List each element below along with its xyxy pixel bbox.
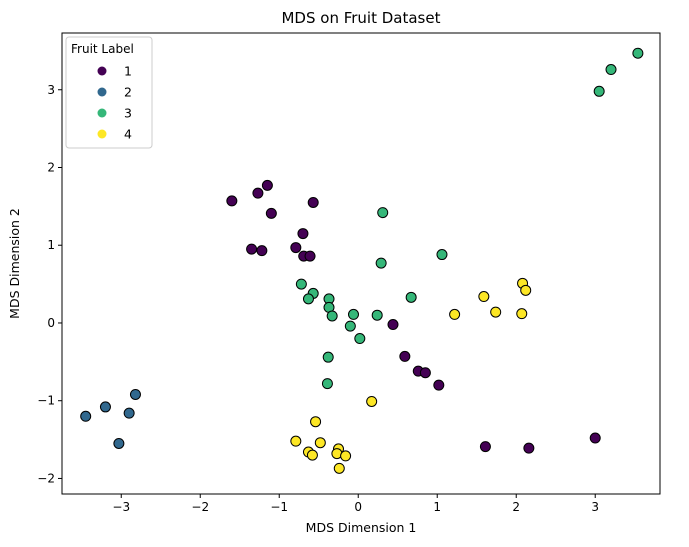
data-point-label-2 — [113, 437, 125, 449]
y-tick-label: −2 — [37, 471, 55, 485]
data-point-label-3 — [377, 207, 389, 219]
data-point-label-4 — [310, 416, 322, 428]
y-tick-label: −1 — [37, 394, 55, 408]
data-point-label-3 — [354, 333, 366, 345]
data-point-label-2 — [129, 388, 141, 400]
data-point-label-1 — [265, 207, 277, 219]
data-point-label-1 — [226, 195, 238, 207]
data-point-label-1 — [399, 350, 411, 362]
data-point-label-1 — [256, 245, 268, 257]
data-point-label-3 — [605, 64, 617, 76]
x-tick-label: 1 — [433, 500, 441, 514]
data-point-label-4 — [306, 449, 318, 461]
data-point-label-3 — [371, 309, 383, 321]
data-point-label-1 — [589, 432, 601, 444]
data-point-label-1 — [387, 319, 399, 331]
y-tick-label: 3 — [47, 83, 55, 97]
data-point-label-1 — [523, 442, 535, 454]
data-point-label-1 — [304, 250, 316, 262]
data-point-label-4 — [314, 437, 326, 449]
legend-marker — [97, 66, 107, 76]
data-point-label-3 — [326, 310, 338, 322]
y-tick-label: 0 — [47, 316, 55, 330]
data-point-label-3 — [632, 47, 644, 59]
data-point-label-3 — [302, 293, 314, 305]
data-point-label-3 — [344, 320, 356, 332]
legend-label: 1 — [124, 64, 132, 79]
legend-marker — [97, 87, 107, 97]
data-point-label-1 — [433, 379, 445, 391]
data-point-label-3 — [321, 378, 333, 390]
data-point-label-2 — [99, 401, 111, 413]
data-point-label-3 — [593, 85, 605, 97]
x-tick-label: 0 — [354, 500, 362, 514]
legend-label: 2 — [124, 85, 132, 100]
chart-title: MDS on Fruit Dataset — [281, 9, 440, 27]
data-point-label-2 — [123, 407, 135, 419]
data-point-label-4 — [340, 450, 352, 462]
y-tick-label: 2 — [47, 160, 55, 174]
x-tick-label: 2 — [512, 500, 520, 514]
legend-title: Fruit Label — [71, 42, 134, 56]
y-tick-label: 1 — [47, 238, 55, 252]
data-point-label-1 — [246, 243, 258, 255]
x-axis-label: MDS Dimension 1 — [306, 520, 417, 535]
data-point-label-3 — [295, 278, 307, 290]
data-point-label-1 — [252, 187, 264, 199]
x-tick-label: −3 — [112, 500, 130, 514]
data-point-label-4 — [516, 308, 528, 320]
data-point-label-4 — [366, 395, 378, 407]
data-point-label-3 — [405, 291, 417, 303]
data-point-label-1 — [297, 228, 309, 240]
data-point-label-2 — [80, 410, 92, 422]
legend-marker — [97, 108, 107, 118]
x-tick-label: 3 — [591, 500, 599, 514]
data-point-label-3 — [322, 351, 334, 363]
data-point-label-4 — [520, 284, 532, 296]
data-point-label-3 — [347, 308, 359, 320]
data-point-label-4 — [333, 462, 345, 474]
x-tick-label: −2 — [191, 500, 209, 514]
data-point-label-4 — [478, 291, 490, 303]
data-point-label-4 — [490, 306, 502, 318]
data-point-label-4 — [449, 308, 461, 320]
data-point-label-1 — [290, 242, 302, 254]
data-point-label-3 — [436, 249, 448, 261]
legend-label: 4 — [124, 127, 132, 142]
legend-label: 3 — [124, 106, 132, 121]
data-point-label-3 — [375, 257, 387, 269]
legend-box — [65, 36, 153, 149]
legend: Fruit Label 1 2 3 4 — [65, 36, 153, 149]
data-point-label-1 — [479, 441, 491, 453]
y-axis-label: MDS Dimension 2 — [7, 208, 22, 319]
x-tick-label: −1 — [270, 500, 288, 514]
legend-marker — [97, 129, 107, 139]
data-point-label-1 — [307, 196, 319, 208]
data-point-label-4 — [290, 435, 302, 447]
plot-area-frame — [61, 32, 661, 495]
data-point-label-1 — [261, 179, 273, 191]
data-point-label-1 — [419, 367, 431, 379]
